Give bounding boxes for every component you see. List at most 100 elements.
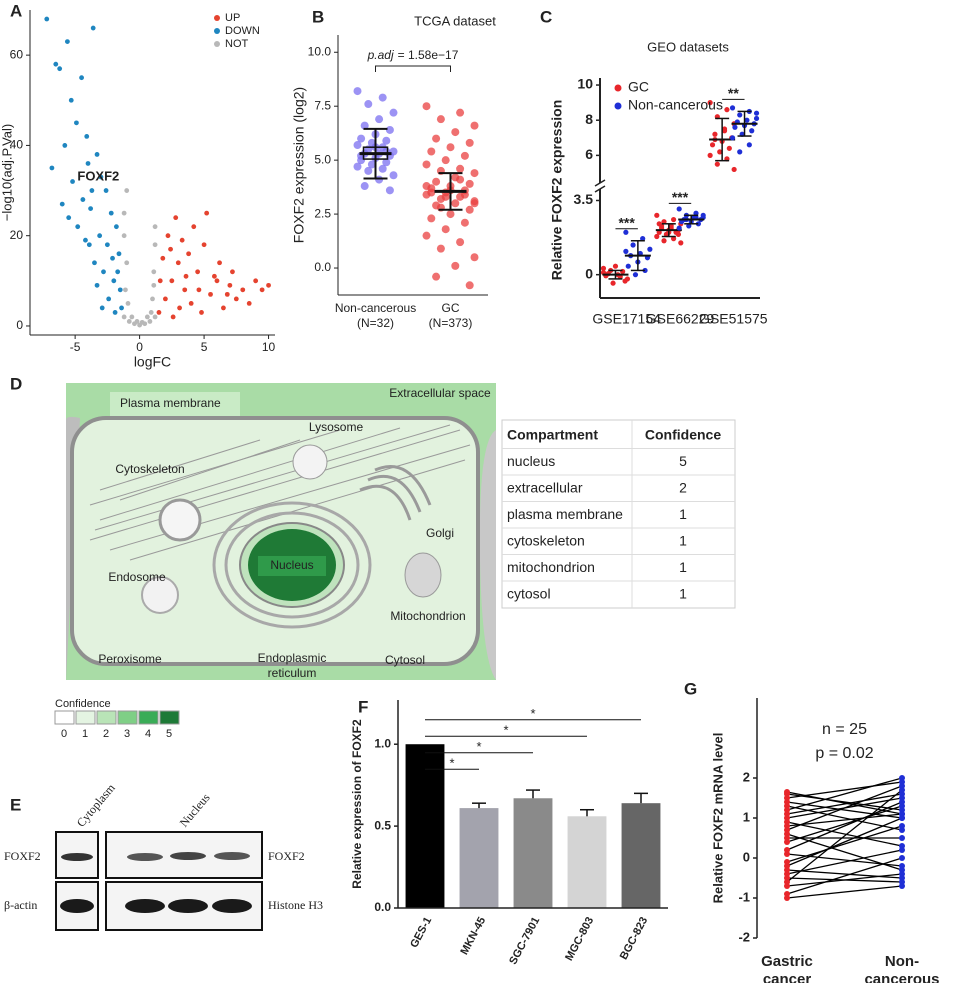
point (385, 186, 394, 195)
point (784, 883, 790, 889)
significance-label: * (530, 706, 535, 721)
point (108, 210, 114, 216)
row-label: FOXF2 (4, 849, 41, 863)
mitochondrion (404, 552, 442, 598)
point (378, 164, 387, 173)
cell-label: Cytoskeleton (115, 462, 184, 476)
point (113, 224, 119, 230)
point (227, 282, 233, 288)
point (116, 251, 122, 257)
y-tick-label: 3.5 (574, 191, 594, 207)
point (724, 107, 730, 113)
x-axis-label: logFC (134, 354, 171, 370)
point (385, 125, 394, 134)
point (654, 233, 660, 240)
table-cell: cytoskeleton (507, 533, 585, 549)
significance-label: * (476, 739, 481, 754)
point (62, 143, 68, 148)
legend-label: UP (225, 12, 240, 24)
point (899, 847, 905, 853)
x-tick-label: 5 (201, 340, 208, 354)
point (422, 102, 431, 111)
table-cell: plasma membrane (507, 506, 623, 522)
point (640, 236, 646, 242)
point (103, 188, 109, 193)
y-tick-label: 2.5 (314, 206, 331, 220)
point (90, 25, 96, 31)
point (121, 233, 127, 239)
point (441, 192, 450, 201)
point (157, 278, 163, 284)
x-tick-label: MKN-45 (458, 915, 488, 957)
panel-letter: E (10, 795, 21, 814)
y-tick-label: 0.0 (314, 260, 331, 274)
point (382, 136, 391, 145)
point (446, 210, 455, 219)
point (104, 242, 110, 248)
point (899, 811, 905, 817)
point (152, 242, 158, 248)
point (152, 314, 158, 320)
point (364, 166, 373, 175)
y-tick-label: 0.0 (374, 900, 391, 914)
bar (513, 798, 553, 908)
pair-line (786, 813, 903, 827)
y-tick-label: 1.0 (374, 736, 391, 750)
legend-label: 4 (145, 728, 151, 740)
significance-label: * (503, 723, 508, 738)
point (179, 237, 185, 243)
point (623, 248, 629, 254)
point (695, 221, 702, 227)
point (389, 171, 398, 180)
table-cell: 1 (679, 586, 687, 602)
point (353, 87, 362, 96)
point (389, 108, 398, 117)
lysosome (292, 444, 328, 480)
point (83, 237, 88, 243)
point (632, 272, 639, 278)
point (600, 265, 607, 271)
band (170, 852, 206, 860)
point (714, 161, 720, 167)
endosome (158, 498, 202, 542)
point (899, 883, 905, 889)
significance-label: *** (672, 189, 689, 205)
point (784, 839, 790, 845)
point (378, 93, 387, 102)
chart-title: GEO datasets (647, 39, 729, 54)
table-cell: 5 (679, 453, 687, 469)
point (70, 179, 75, 184)
point (211, 273, 217, 279)
point (86, 242, 92, 248)
legend-label: 2 (103, 728, 109, 740)
point (44, 16, 50, 22)
pair-line (786, 817, 903, 867)
legend-swatch (117, 710, 138, 725)
y-axis-label: Relative FOXF2 mRNA level (710, 733, 725, 904)
point (367, 160, 376, 169)
point (709, 142, 716, 148)
cell-label: Mitochondrion (390, 609, 465, 623)
x-tick-label: cancerous (864, 971, 939, 983)
point (465, 205, 474, 214)
point (675, 231, 682, 237)
point (656, 221, 662, 227)
point (151, 282, 157, 288)
cell-label: Endosome (108, 570, 166, 584)
point (134, 319, 140, 324)
point (676, 206, 682, 212)
pair-line (786, 849, 903, 875)
point (712, 131, 718, 137)
bar (621, 803, 661, 908)
point (266, 282, 271, 288)
cell-label: Peroxisome (98, 652, 162, 666)
point (64, 39, 70, 44)
point (106, 296, 112, 302)
point (671, 216, 677, 223)
pair-line (786, 791, 903, 815)
point (221, 305, 226, 311)
point (899, 787, 905, 793)
point (201, 242, 207, 248)
significance-label: * (449, 756, 454, 771)
point (199, 310, 204, 315)
